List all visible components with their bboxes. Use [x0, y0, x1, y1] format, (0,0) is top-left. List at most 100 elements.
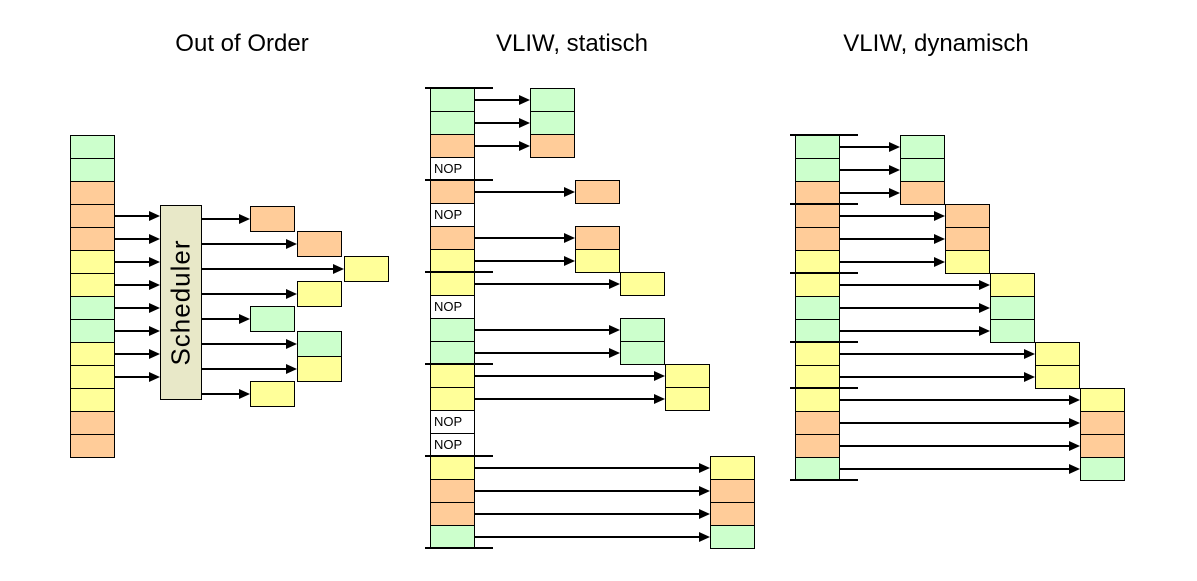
- panel-title-vliw-dynamic: VLIW, dynamisch: [843, 30, 1029, 57]
- slot-cell: [1080, 434, 1125, 458]
- instruction-cell: [430, 134, 475, 158]
- slot-cell: [710, 502, 755, 526]
- arrowhead-icon: [699, 531, 710, 542]
- nop-cell: NOP: [430, 433, 475, 457]
- slot-cell: [710, 525, 755, 549]
- arrow-line: [475, 512, 701, 515]
- arrow-line: [475, 328, 611, 331]
- bundle-separator: [790, 272, 858, 274]
- arrowhead-icon: [934, 233, 945, 244]
- instruction-cell: [795, 158, 840, 182]
- slot-cell: [945, 227, 990, 251]
- instruction-cell: [70, 204, 115, 228]
- issued-cell: [297, 331, 342, 357]
- instruction-cell: [430, 364, 475, 388]
- arrowhead-icon: [286, 363, 297, 374]
- arrowhead-icon: [149, 233, 160, 244]
- arrowhead-icon: [149, 348, 160, 359]
- arrowhead-icon: [519, 140, 530, 151]
- issued-cell: [297, 356, 342, 382]
- slot-cell: [530, 134, 575, 158]
- arrow-line: [840, 444, 1071, 447]
- slot-cell: [900, 181, 945, 205]
- bundle-separator: [790, 479, 858, 481]
- arrow-line: [202, 342, 288, 345]
- arrow-line: [475, 190, 566, 193]
- arrowhead-icon: [699, 485, 710, 496]
- arrowhead-icon: [149, 302, 160, 313]
- arrow-line: [475, 466, 701, 469]
- arrow-line: [840, 214, 936, 217]
- issued-cell: [250, 206, 295, 232]
- instruction-cell: [430, 387, 475, 411]
- arrowhead-icon: [979, 325, 990, 336]
- instruction-cell: [430, 479, 475, 503]
- arrowhead-icon: [286, 238, 297, 249]
- bundle-separator: [425, 179, 493, 181]
- arrowhead-icon: [934, 256, 945, 267]
- arrow-line: [202, 292, 288, 295]
- arrowhead-icon: [149, 210, 160, 221]
- arrow-line: [202, 392, 241, 395]
- slot-cell: [1035, 342, 1080, 366]
- bundle-separator: [790, 134, 858, 136]
- slot-cell: [990, 296, 1035, 320]
- arrow-line: [115, 237, 151, 240]
- arrow-line: [202, 217, 241, 220]
- arrow-line: [840, 306, 981, 309]
- instruction-cell: [70, 273, 115, 297]
- instruction-cell: [795, 319, 840, 343]
- arrowhead-icon: [1069, 417, 1080, 428]
- arrowhead-icon: [654, 370, 665, 381]
- instruction-cell: [795, 204, 840, 228]
- slot-cell: [990, 273, 1035, 297]
- arrowhead-icon: [149, 279, 160, 290]
- slot-cell: [1080, 388, 1125, 412]
- arrow-line: [115, 306, 151, 309]
- arrow-line: [115, 352, 151, 355]
- slot-cell: [665, 387, 710, 411]
- issued-cell: [250, 306, 295, 332]
- arrowhead-icon: [654, 393, 665, 404]
- arrow-line: [475, 351, 611, 354]
- instruction-cell: [795, 411, 840, 435]
- arrow-line: [475, 98, 521, 101]
- bundle-separator: [790, 203, 858, 205]
- arrowhead-icon: [286, 288, 297, 299]
- arrow-line: [202, 317, 241, 320]
- slot-cell: [575, 180, 620, 204]
- arrowhead-icon: [1024, 348, 1035, 359]
- arrow-line: [115, 329, 151, 332]
- arrow-line: [202, 367, 288, 370]
- slot-cell: [945, 204, 990, 228]
- instruction-cell: [70, 227, 115, 251]
- slot-cell: [900, 135, 945, 159]
- instruction-cell: [795, 250, 840, 274]
- arrowhead-icon: [564, 255, 575, 266]
- arrow-line: [840, 260, 936, 263]
- bundle-separator: [425, 87, 493, 89]
- arrow-line: [840, 467, 1071, 470]
- arrow-line: [840, 168, 891, 171]
- arrowhead-icon: [1069, 394, 1080, 405]
- arrowhead-icon: [1069, 440, 1080, 451]
- instruction-cell: [795, 342, 840, 366]
- issued-cell: [297, 231, 342, 257]
- bundle-separator: [425, 363, 493, 365]
- issued-cell: [344, 256, 389, 282]
- arrow-line: [840, 398, 1071, 401]
- arrow-line: [475, 489, 701, 492]
- arrow-line: [475, 282, 611, 285]
- bundle-separator: [425, 271, 493, 273]
- arrowhead-icon: [699, 462, 710, 473]
- instruction-cell: [70, 250, 115, 274]
- scheduler-label: Scheduler: [165, 239, 196, 366]
- instruction-cell: [795, 388, 840, 412]
- instruction-cell: [795, 296, 840, 320]
- slot-cell: [990, 319, 1035, 343]
- instruction-cell: [430, 456, 475, 480]
- nop-cell: NOP: [430, 203, 475, 227]
- arrow-line: [840, 375, 1026, 378]
- instruction-cell: [795, 227, 840, 251]
- instruction-cell: [70, 434, 115, 458]
